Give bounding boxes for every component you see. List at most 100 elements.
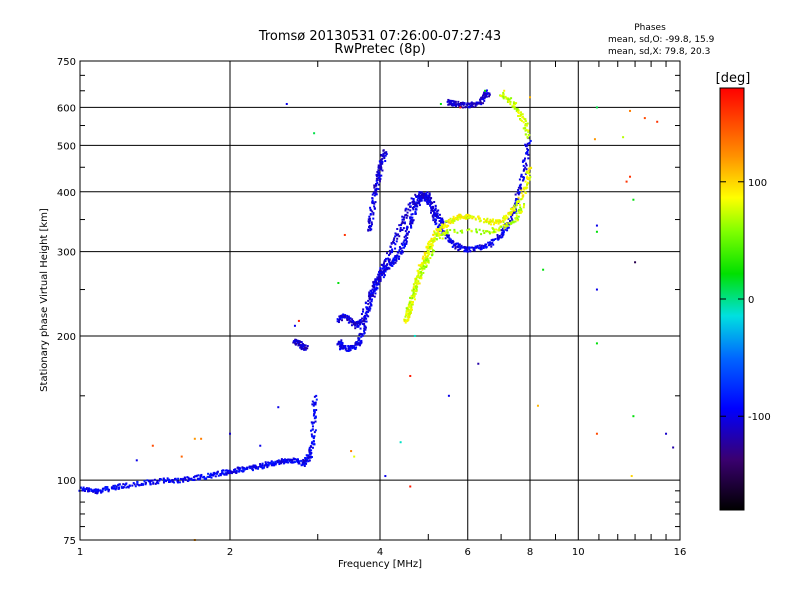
echo-point — [444, 237, 447, 240]
echo-point — [420, 277, 423, 280]
echo-point — [523, 168, 526, 171]
echo-point — [157, 482, 160, 485]
echo-point — [414, 210, 417, 213]
x-tick-label: 4 — [377, 547, 383, 558]
echo-point — [515, 204, 518, 207]
echo-point — [263, 464, 266, 467]
echo-point — [433, 211, 436, 214]
echo-point — [313, 431, 316, 434]
echo-point — [375, 193, 378, 196]
echo-point — [502, 229, 505, 232]
echo-point — [339, 314, 342, 317]
echo-point — [354, 324, 357, 327]
echo-point — [301, 463, 304, 466]
echo-point — [413, 202, 416, 205]
echo-point — [519, 186, 522, 189]
echo-point — [521, 197, 524, 200]
scatter-point — [484, 89, 487, 92]
echo-point — [278, 463, 281, 466]
echo-point — [377, 174, 380, 177]
echo-point — [500, 94, 503, 97]
echo-point — [429, 198, 432, 201]
echo-point — [398, 255, 401, 258]
echo-point — [417, 274, 420, 277]
echo-point — [347, 346, 350, 349]
echo-point — [454, 246, 457, 249]
echo-point — [420, 271, 423, 274]
echo-point — [287, 461, 290, 464]
x-tick-labels: 1 2 4 6 8 10 16 — [77, 547, 687, 558]
echo-point — [495, 222, 498, 225]
echo-point — [122, 483, 125, 486]
echo-point — [525, 171, 528, 174]
echo-point — [465, 246, 468, 249]
echo-point — [383, 260, 386, 263]
echo-point — [394, 255, 397, 258]
echo-point — [520, 198, 523, 201]
echo-point — [219, 473, 222, 476]
echo-point — [395, 233, 398, 236]
echo-point — [378, 174, 381, 177]
echo-point — [459, 101, 462, 104]
echo-point — [507, 98, 510, 101]
echo-point — [374, 288, 377, 291]
echo-point — [408, 314, 411, 317]
echo-point — [496, 234, 499, 237]
scatter-point — [151, 444, 154, 447]
echo-point — [114, 484, 117, 487]
echo-point — [221, 471, 224, 474]
echo-point — [338, 319, 341, 322]
echo-point — [311, 435, 314, 438]
echo-point — [372, 291, 375, 294]
echo-point — [94, 490, 97, 493]
echo-point — [407, 203, 410, 206]
echo-point — [402, 241, 405, 244]
echo-point — [443, 233, 446, 236]
echo-point — [506, 216, 509, 219]
echo-point — [438, 232, 441, 235]
echo-point — [106, 486, 109, 489]
echo-point — [526, 147, 529, 150]
echo-point — [358, 338, 361, 341]
echo-point — [520, 173, 523, 176]
echo-point — [416, 201, 419, 204]
echo-point — [214, 472, 217, 475]
echo-point — [196, 478, 199, 481]
echo-point — [303, 348, 306, 351]
echo-point — [369, 206, 372, 209]
echo-point — [371, 199, 374, 202]
echo-point — [340, 344, 343, 347]
echo-point — [425, 194, 428, 197]
echo-point — [291, 459, 294, 462]
echo-point — [357, 322, 360, 325]
echo-point — [431, 251, 434, 254]
echo-point — [124, 483, 127, 486]
echo-point — [82, 489, 85, 492]
echo-point — [249, 467, 252, 470]
echo-point — [274, 460, 277, 463]
echo-point — [461, 102, 464, 105]
x-axis-label: Frequency [MHz] — [338, 559, 422, 570]
echo-point — [517, 201, 520, 204]
echo-point — [424, 199, 427, 202]
echo-point — [469, 214, 472, 217]
echo-point — [368, 291, 371, 294]
echo-point — [491, 242, 494, 245]
echo-point — [314, 429, 317, 432]
echo-point — [429, 257, 432, 260]
echo-point — [359, 318, 362, 321]
echo-point — [369, 225, 372, 228]
echo-point — [238, 469, 241, 472]
echo-point — [528, 172, 531, 175]
echo-point — [373, 207, 376, 210]
echo-point — [416, 282, 419, 285]
echo-point — [295, 460, 298, 463]
echo-point — [447, 98, 450, 101]
echo-point — [410, 301, 413, 304]
echo-point — [407, 230, 410, 233]
echo-point — [342, 313, 345, 316]
echo-point — [267, 464, 270, 467]
scatter-point — [297, 319, 300, 322]
echo-point — [289, 459, 292, 462]
echo-point — [466, 250, 469, 253]
